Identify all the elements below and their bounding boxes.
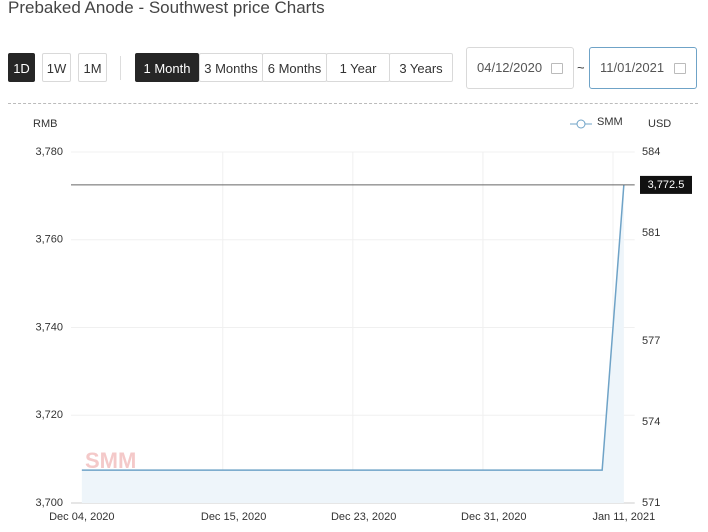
range-button[interactable]: 6 Months (262, 53, 327, 82)
start-date[interactable]: 04/12/2020 (466, 47, 574, 89)
y-tick-label: 3,780 (35, 146, 63, 158)
range-button[interactable]: 1D (8, 53, 35, 82)
x-tick-label: Dec 23, 2020 (331, 511, 396, 523)
y-tick-label: 3,720 (35, 409, 63, 421)
y2-tick-label: 574 (642, 416, 660, 428)
axis-title: USD (648, 118, 671, 130)
axis-title: RMB (33, 118, 57, 130)
calendar-icon (674, 63, 686, 74)
y2-tick-label: 571 (642, 497, 660, 509)
x-tick-label: Jan 11, 2021 (592, 511, 655, 523)
end-date[interactable]: 11/01/2021 (589, 47, 697, 89)
x-tick-label: Dec 15, 2020 (201, 511, 266, 523)
y-tick-label: 3,740 (35, 321, 63, 333)
legend-marker (576, 119, 586, 129)
y2-tick-label: 577 (642, 335, 660, 347)
range-button[interactable]: 1W (42, 53, 71, 82)
x-tick-label: Dec 04, 2020 (49, 511, 114, 523)
legend-label: SMM (597, 116, 623, 128)
y2-tick-label: 584 (642, 146, 660, 158)
value-label: 3,772.5 (648, 179, 685, 191)
separator (120, 56, 121, 80)
y-tick-label: 3,700 (35, 497, 63, 509)
date-separator: ~ (577, 60, 585, 75)
x-tick-label: Dec 31, 2020 (461, 511, 526, 523)
watermark: SMM (85, 448, 136, 473)
y-tick-label: 3,760 (35, 234, 63, 246)
range-button[interactable]: 1M (78, 53, 107, 82)
range-button[interactable]: 3 Months (199, 53, 263, 82)
calendar-icon (551, 63, 563, 74)
date-text: 04/12/2020 (477, 60, 543, 75)
range-button[interactable]: 1 Month (135, 53, 199, 82)
date-text: 11/01/2021 (600, 60, 665, 75)
value-label-box (640, 175, 692, 194)
range-button[interactable]: 3 Years (389, 53, 453, 82)
divider (8, 103, 698, 104)
area (81, 184, 624, 503)
range-button[interactable]: 1 Year (326, 53, 390, 82)
y2-tick-label: 581 (642, 227, 660, 239)
page-title: Prebaked Anode - Southwest price Charts (8, 0, 325, 17)
line (81, 184, 625, 471)
